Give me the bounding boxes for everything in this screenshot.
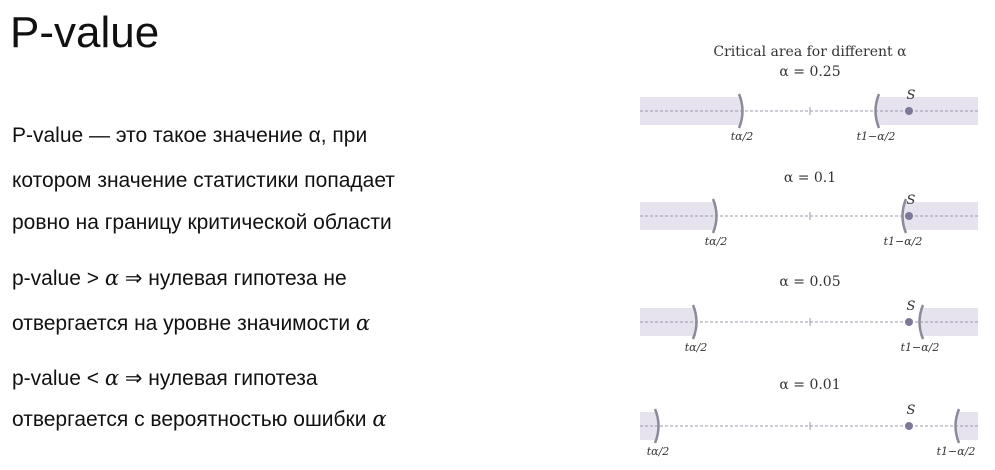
alpha-label: α = 0.25 [779,64,840,80]
critical-area-panel: α = 0.1 Stα/2 t1−α/2 [640,170,978,248]
rule-greater-line-1: p-value > α ⇒ нулевая гипотеза не [12,265,347,292]
alpha-label: α = 0.05 [779,274,840,290]
critical-area-figure: Critical area for different α α = 0.25 St… [640,44,978,458]
statistic-label: S [907,299,916,314]
rule-less-line-1: p-value < α ⇒ нулевая гипотеза [12,365,318,392]
alpha-symbol: α [104,366,119,390]
rule-greater-line-2: отвергается на уровне значимости α [12,310,370,337]
right-critical-bound [954,408,961,444]
definition-line-3: ровно на границу критической области [12,211,392,234]
rejection-region-left [640,412,658,440]
statistic-point [905,107,913,115]
rule-greater-conclusion: ⇒ нулевая гипотеза не [119,267,347,290]
left-bound-label: tα/2 [647,445,670,458]
rule-less-conclusion: ⇒ нулевая гипотеза [119,367,318,390]
statistic-label: S [907,403,916,418]
left-critical-bound [711,198,718,234]
statistic-label: S [907,88,916,103]
critical-area-panel: α = 0.01 Stα/2 t1−α/2 [640,377,978,458]
right-bound-label: t1−α/2 [884,235,923,248]
rule-less-line-2: отвергается с вероятностью ошибки α [12,406,387,433]
rule-greater-text: отвергается на уровне значимости [12,312,356,335]
right-critical-bound [901,198,908,234]
rule-less-prefix: p-value < [12,367,105,390]
left-bound-label: tα/2 [705,235,728,248]
slide-title: P-value [10,8,160,57]
left-critical-bound [737,93,744,129]
alpha-label: α = 0.01 [779,377,840,393]
critical-area-panel: α = 0.05 Stα/2 t1−α/2 [640,274,978,354]
right-critical-bound [874,93,881,129]
left-bound-label: tα/2 [685,341,708,354]
definition-line-1: P-value — это такое значение α, при [12,124,368,147]
definition-line-2: котором значение статистики попадает [12,169,395,192]
left-bound-label: tα/2 [731,130,754,143]
rule-greater-prefix: p-value > [12,267,105,290]
left-critical-bound [691,304,698,340]
right-critical-bound [918,304,925,340]
statistic-point [905,212,913,220]
statistic-label: S [907,193,916,208]
statistic-point [905,318,913,326]
rejection-region-right [920,308,978,336]
right-bound-label: t1−α/2 [901,341,940,354]
alpha-label: α = 0.1 [784,170,836,186]
rule-less-text: отвергается с вероятностью ошибки [12,408,373,431]
alpha-symbol: α [104,266,119,290]
critical-area-panel: α = 0.25 Stα/2 t1−α/2 [640,64,978,143]
alpha-symbol: α [355,311,371,335]
alpha-symbol: α [372,407,387,431]
figure-title: Critical area for different α [713,44,907,60]
left-critical-bound [653,408,660,444]
right-bound-label: t1−α/2 [857,130,896,143]
statistic-point [905,422,913,430]
right-bound-label: t1−α/2 [937,445,976,458]
